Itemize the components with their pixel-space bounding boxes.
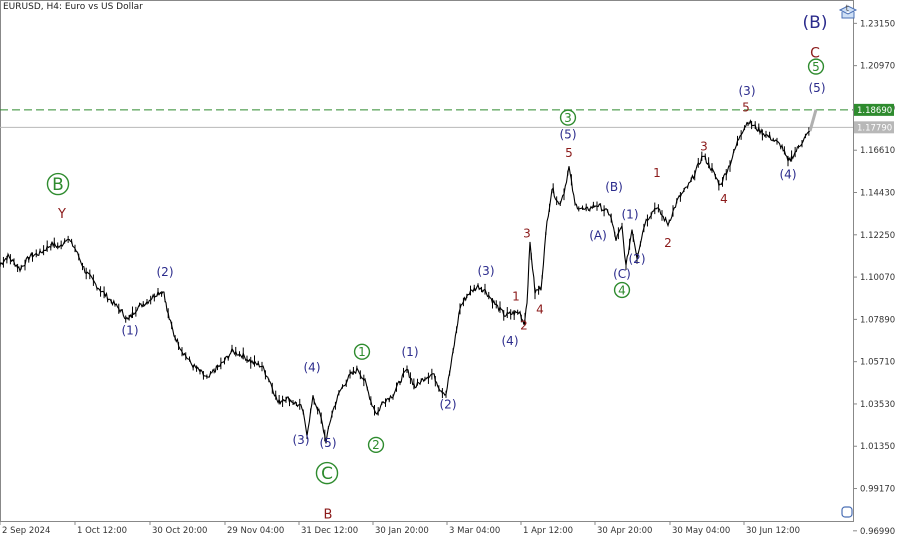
x-tick-label: 30 Oct 20:00 [152,526,207,536]
wave-label: 1 [653,166,661,180]
wave-label: Y [57,207,66,222]
wave-label: 4 [720,192,728,206]
wave-label: 2 [520,318,528,332]
price-tag [854,121,894,134]
y-tick-label: 1.05710 [860,358,895,368]
wave-label: (3) [478,264,495,278]
x-tick-label: 2 Sep 2024 [2,526,50,536]
wave-label: (5) [809,81,826,95]
top-right-marker: t [845,4,849,14]
y-tick-label: 1.12250 [860,231,895,241]
wave-label: (B) [605,180,623,194]
price-tag-label: 1.17790 [857,123,892,133]
x-tick-label: 1 Oct 12:00 [77,526,127,536]
projection-line [808,109,818,132]
y-tick-label: 1.01350 [860,442,895,452]
price-line [0,119,811,444]
wave-label: 1 [358,345,366,359]
wave-label: (2) [157,265,174,279]
x-tick-label: 30 Apr 20:00 [597,526,652,536]
wave-label: B [52,175,64,195]
wave-label: 4 [618,283,626,297]
wave-label: (2) [629,252,646,266]
x-tick-label: 30 Jan 20:00 [375,526,429,536]
wave-label: (A) [589,229,607,243]
x-tick-label: 30 Jun 12:00 [746,526,800,536]
wave-label: (4) [304,361,321,375]
wave-label: C [810,45,820,61]
wave-label: (C) [613,267,631,281]
trade-icon[interactable] [838,5,858,19]
wave-label: (1) [402,345,419,359]
wave-label-circle [807,58,825,75]
chart-title: EURUSD, H4: Euro vs US Dollar [3,2,143,12]
y-tick-label: 1.14430 [860,189,895,199]
wave-label-circle [315,461,339,485]
x-tick-label: 3 Mar 04:00 [449,526,500,536]
wave-label: 3 [564,111,572,125]
y-tick-label: 0.99170 [860,485,895,495]
plot-frame [0,0,854,522]
wave-label: (5) [320,436,337,450]
wave-label: (1) [622,207,639,221]
level-tag [854,103,894,116]
settings-icon[interactable] [841,506,853,518]
wave-label: 2 [372,438,380,452]
wave-label: (4) [502,334,519,348]
wave-label-circle [613,281,631,299]
wave-label: 5 [742,101,750,115]
wave-label: C [321,464,333,484]
y-tick-label: 1.23150 [860,19,895,29]
wave-label: (3) [293,433,310,447]
wave-label: (1) [122,324,139,338]
wave-label-circle [46,172,70,196]
wave-label-circle [353,343,371,360]
wave-label: 2 [664,236,672,250]
wave-label-circle [367,436,385,453]
wave-label: 5 [565,146,573,160]
wave-label: 1 [512,290,520,304]
x-tick-label: 30 May 04:00 [672,526,730,536]
wave-label: 3 [523,227,531,241]
wave-label: (5) [560,127,577,141]
y-tick-label: 1.16610 [860,146,895,156]
wave-label: 3 [700,139,708,153]
wave-label: 5 [812,60,820,74]
y-tick-label: 1.07890 [860,315,895,325]
y-tick-label: 0.96990 [860,527,895,537]
wave-label: (B) [803,13,828,33]
wave-label: B [324,508,333,523]
wave-label: (3) [739,84,756,98]
wave-label: (4) [780,168,797,182]
x-tick-label: 31 Dec 12:00 [301,526,358,536]
level-tag-label: 1.18690 [857,106,892,116]
x-tick-label: 29 Nov 04:00 [227,526,284,536]
y-tick-label: 1.10070 [860,273,895,283]
wave-label: (2) [440,397,457,411]
wave-label: 4 [536,303,544,317]
y-tick-label: 1.03530 [860,400,895,410]
wave-label-circle [559,109,577,126]
y-tick-label: 1.20970 [860,62,895,72]
x-tick-label: 1 Apr 12:00 [523,526,573,536]
